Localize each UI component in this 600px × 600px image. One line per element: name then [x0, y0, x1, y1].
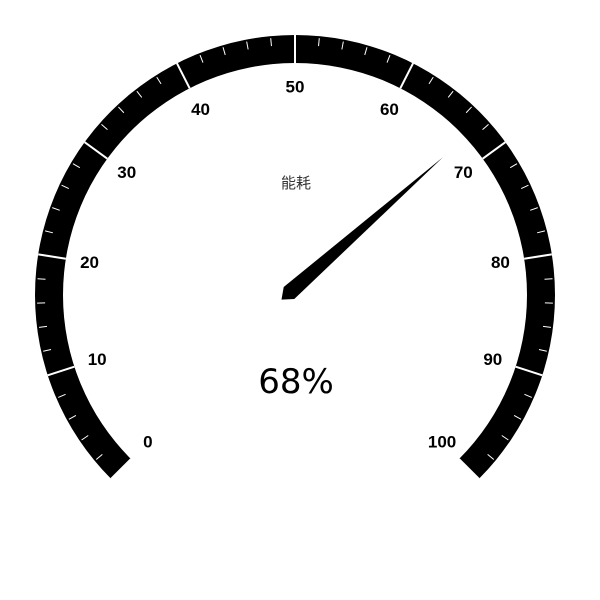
tick-labels: 0 10 20 30 40 50 60 70 80 90 100 — [80, 78, 510, 452]
minor-ticks — [37, 38, 553, 460]
minor-tick — [43, 349, 52, 352]
gauge-title: 能耗 — [281, 174, 311, 192]
tick-label: 0 — [143, 433, 152, 452]
tick-label: 70 — [454, 163, 473, 182]
minor-tick — [58, 393, 66, 398]
major-tick — [515, 365, 543, 377]
gauge-value: 68% — [258, 362, 334, 402]
tick-label: 60 — [380, 100, 399, 119]
gauge-pointer — [281, 157, 443, 300]
minor-tick — [364, 47, 368, 56]
minor-tick — [118, 106, 125, 114]
minor-tick — [38, 325, 48, 328]
minor-tick — [530, 207, 538, 211]
minor-tick — [513, 415, 522, 420]
major-tick — [176, 62, 191, 89]
minor-tick — [101, 124, 108, 131]
major-ticks — [38, 35, 552, 480]
major-tick — [523, 253, 552, 260]
tick-label: 50 — [286, 78, 305, 97]
tick-label: 10 — [88, 350, 107, 369]
minor-tick — [246, 41, 249, 50]
tick-label: 80 — [491, 253, 510, 272]
minor-tick — [37, 278, 46, 280]
minor-tick — [537, 230, 546, 234]
tick-label: 20 — [80, 253, 99, 272]
major-tick — [47, 365, 75, 377]
minor-tick — [465, 106, 472, 114]
major-tick — [110, 458, 132, 480]
tick-label: 30 — [117, 163, 136, 182]
tick-label: 40 — [191, 100, 210, 119]
minor-tick — [95, 453, 103, 460]
minor-tick — [61, 184, 70, 190]
minor-tick — [68, 415, 77, 420]
minor-tick — [156, 76, 162, 85]
tick-label: 100 — [428, 433, 456, 452]
major-tick — [84, 141, 108, 160]
minor-tick — [538, 349, 547, 352]
gauge-axis-band — [35, 35, 556, 479]
minor-tick — [318, 38, 320, 47]
minor-tick — [482, 124, 489, 131]
minor-tick — [509, 163, 518, 169]
minor-tick — [542, 325, 552, 328]
minor-tick — [44, 230, 53, 234]
minor-tick — [270, 38, 272, 47]
minor-tick — [81, 435, 89, 441]
minor-tick — [487, 453, 495, 460]
minor-tick — [72, 163, 81, 169]
major-tick — [482, 141, 506, 160]
major-tick — [458, 458, 480, 480]
minor-tick — [136, 90, 143, 98]
minor-tick — [501, 435, 509, 441]
minor-tick — [199, 54, 204, 63]
minor-tick — [520, 184, 529, 190]
major-tick — [399, 62, 414, 89]
minor-tick — [447, 90, 454, 98]
minor-tick — [524, 393, 532, 398]
minor-tick — [341, 41, 344, 50]
minor-tick — [428, 76, 434, 85]
minor-tick — [544, 278, 553, 280]
minor-tick — [52, 207, 60, 211]
minor-tick — [386, 54, 391, 63]
minor-tick — [222, 47, 226, 56]
tick-label: 90 — [483, 350, 502, 369]
major-tick — [38, 253, 67, 260]
